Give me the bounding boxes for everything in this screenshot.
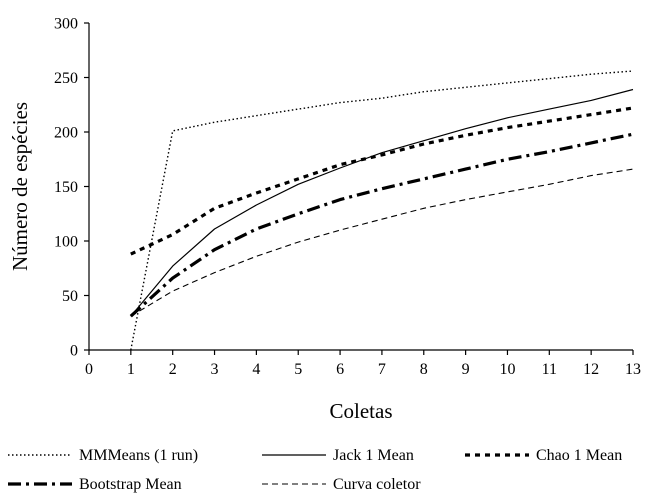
x-axis-title: Coletas [330, 399, 393, 423]
y-tick-label: 250 [54, 70, 78, 87]
series-line-bootstrap-mean [129, 132, 634, 318]
x-tick-label: 2 [169, 361, 177, 378]
series-line-jack-1-mean [130, 88, 634, 317]
y-axis-title: Número de espécies [8, 102, 32, 271]
x-tick-label: 13 [625, 361, 641, 378]
y-tick-label: 150 [54, 179, 78, 196]
series-line-curva-coletor [130, 168, 634, 317]
x-tick-label: 8 [420, 361, 428, 378]
y-tick-label: 100 [54, 234, 78, 251]
x-tick-label: 12 [583, 361, 599, 378]
x-tick-label: 4 [252, 361, 260, 378]
legend-label: Bootstrap Mean [79, 476, 182, 493]
y-tick-label: 50 [62, 288, 78, 305]
legend-label: MMMeans (1 run) [79, 447, 198, 464]
legend-label: Jack 1 Mean [333, 447, 414, 464]
x-tick-label: 1 [127, 361, 135, 378]
x-tick-label: 10 [499, 361, 515, 378]
series-line-chao-1-mean [130, 106, 634, 256]
series-line-mmmeans-1-run [130, 70, 634, 351]
x-tick-label: 3 [211, 361, 219, 378]
y-tick-label: 300 [54, 16, 78, 33]
x-tick-label: 0 [85, 361, 93, 378]
x-tick-label: 11 [542, 361, 557, 378]
series-lines [129, 70, 634, 351]
x-tick-label: 9 [462, 361, 470, 378]
legend-label: Chao 1 Mean [536, 447, 622, 464]
y-tick-label: 200 [54, 125, 78, 142]
x-tick-label: 5 [294, 361, 302, 378]
x-tick-label: 6 [336, 361, 344, 378]
y-tick-label: 0 [70, 343, 78, 360]
legend-label: Curva coletor [333, 476, 421, 493]
legend: MMMeans (1 run) Jack 1 Mean Chao 1 Mean Boo… [8, 447, 622, 493]
x-tick-label: 7 [378, 361, 386, 378]
